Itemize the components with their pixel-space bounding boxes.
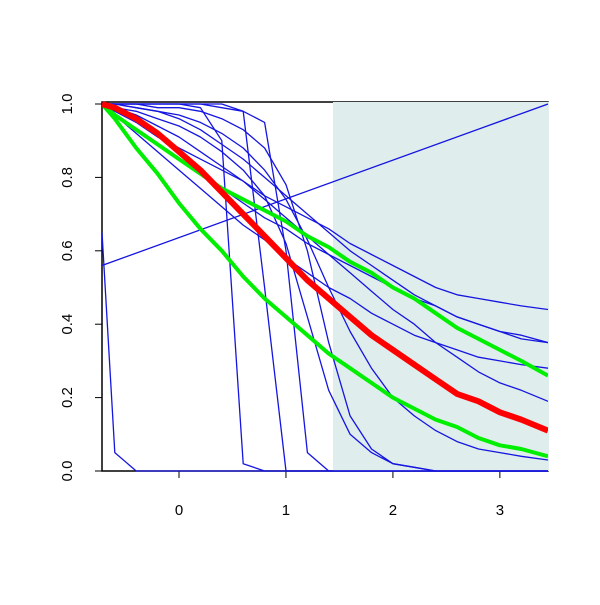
x-tick-label: 0 (175, 502, 183, 519)
series-line (102, 103, 548, 461)
y-tick-label: 0.4 (59, 314, 76, 335)
reference-line (102, 103, 548, 267)
x-tick-label: 3 (496, 502, 504, 519)
x-tick-label: 1 (282, 502, 290, 519)
series-line (102, 103, 548, 369)
y-tick-label: 1.0 (59, 94, 76, 115)
x-tick-label: 2 (389, 502, 397, 519)
series-line (102, 103, 548, 402)
series-line (102, 102, 548, 459)
series-line (102, 101, 548, 434)
y-tick-label: 0.6 (59, 240, 76, 261)
y-tick-label: 0.2 (59, 387, 76, 408)
series-line (102, 103, 548, 472)
y-tick-label: 0.0 (59, 461, 76, 482)
y-tick-label: 0.8 (59, 167, 76, 188)
shaded-region (333, 102, 549, 471)
series-line (102, 102, 548, 378)
series-line (102, 103, 548, 344)
